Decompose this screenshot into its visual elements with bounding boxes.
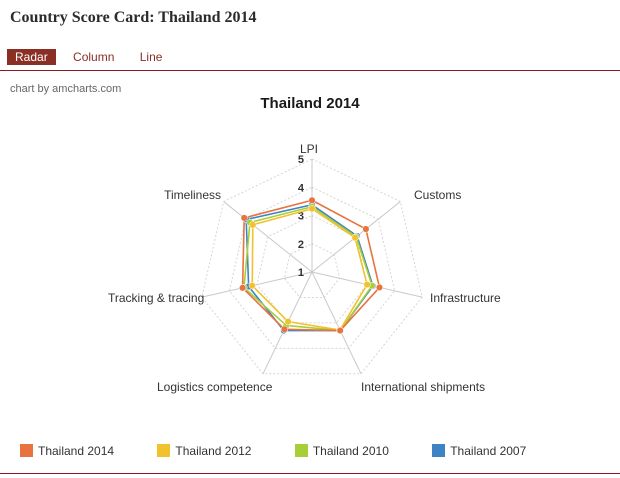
svg-text:2: 2: [298, 239, 304, 251]
svg-text:4: 4: [298, 182, 305, 194]
svg-text:1: 1: [298, 267, 304, 279]
